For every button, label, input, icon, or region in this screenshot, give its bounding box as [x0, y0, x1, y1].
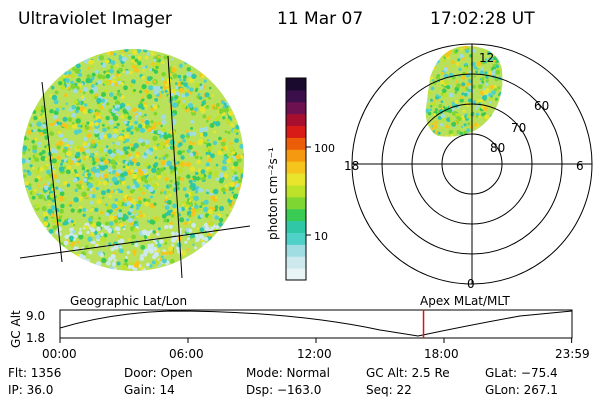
instrument-title: Ultraviolet Imager	[18, 9, 172, 29]
timeline-x-tick-4: 23:59	[555, 347, 590, 361]
status-panel: Flt: 1356 IP: 36.0 Door: Open Gain: 14 M…	[8, 366, 558, 397]
status-glon: GLon: 267.1	[485, 383, 558, 397]
colorbar-segment	[286, 184, 306, 198]
globe-gridlines	[19, 55, 251, 279]
colorbar-segment	[286, 232, 306, 245]
colorbar-segment	[286, 244, 306, 257]
polar-plot: 12 0 18 6 60 70 80	[344, 43, 593, 291]
timeline-y-axis-title: GC Alt	[9, 310, 23, 348]
polar-label-bottom: 0	[467, 277, 475, 291]
timeline-x-tick-3: 18:00	[424, 347, 459, 361]
colorbar-tick-label-10: 10	[314, 230, 328, 243]
altitude-curve	[59, 310, 573, 337]
status-glat: GLat: −75.4	[485, 366, 558, 380]
status-seq: Seq: 22	[366, 383, 412, 397]
colorbar-segment	[286, 137, 306, 150]
observation-time: 17:02:28 UT	[430, 9, 535, 29]
colorbar-segment	[286, 113, 306, 127]
colorbar-segment	[286, 101, 306, 115]
polar-lat-label-70: 70	[511, 121, 526, 135]
colorbar-segment	[286, 89, 306, 103]
timeline-x-tick-2: 12:00	[297, 347, 332, 361]
status-door: Door: Open	[124, 366, 193, 380]
status-dsp: Dsp: −163.0	[246, 383, 321, 397]
timeline-x-tick-0: 00:00	[42, 347, 77, 361]
observation-date: 11 Mar 07	[277, 9, 363, 29]
colorbar-segment	[286, 256, 306, 269]
timeline-right-label: Apex MLat/MLT	[420, 294, 510, 308]
colorbar-segment	[286, 208, 306, 222]
timeline-y-tick-top: 9.0	[26, 309, 45, 323]
status-flt: Flt: 1356	[8, 366, 61, 380]
colorbar-segment	[286, 149, 306, 162]
polar-label-left: 18	[344, 159, 359, 173]
status-mode: Mode: Normal	[246, 366, 330, 380]
colorbar-segment	[286, 196, 306, 210]
color-bar: 100 10 photon cm⁻²s⁻¹	[266, 77, 335, 281]
timeline-x-tick-1: 06:00	[169, 347, 204, 361]
status-gain: Gain: 14	[124, 383, 175, 397]
polar-label-top: 12	[479, 51, 494, 65]
timeline: Geographic Lat/Lon Apex MLat/MLT GC Alt …	[9, 294, 590, 361]
globe-image	[19, 49, 251, 279]
colorbar-segment	[286, 78, 306, 91]
colorbar-segment	[286, 268, 306, 281]
colorbar-unit-label: photon cm⁻²s⁻¹	[266, 147, 280, 240]
colorbar-segment	[286, 173, 306, 186]
timeline-left-label: Geographic Lat/Lon	[70, 294, 187, 308]
polar-lat-label-80: 80	[490, 141, 505, 155]
colorbar-tick-label-100: 100	[314, 142, 335, 155]
polar-label-right: 6	[576, 159, 584, 173]
colorbar-segment	[286, 220, 306, 233]
colorbar-segment	[286, 125, 306, 138]
polar-lat-label-60: 60	[534, 99, 549, 113]
status-gc-alt: GC Alt: 2.5 Re	[366, 366, 450, 380]
colorbar-segment	[286, 161, 306, 174]
status-ip: IP: 36.0	[8, 383, 53, 397]
timeline-y-tick-bottom: 1.8	[26, 331, 45, 345]
